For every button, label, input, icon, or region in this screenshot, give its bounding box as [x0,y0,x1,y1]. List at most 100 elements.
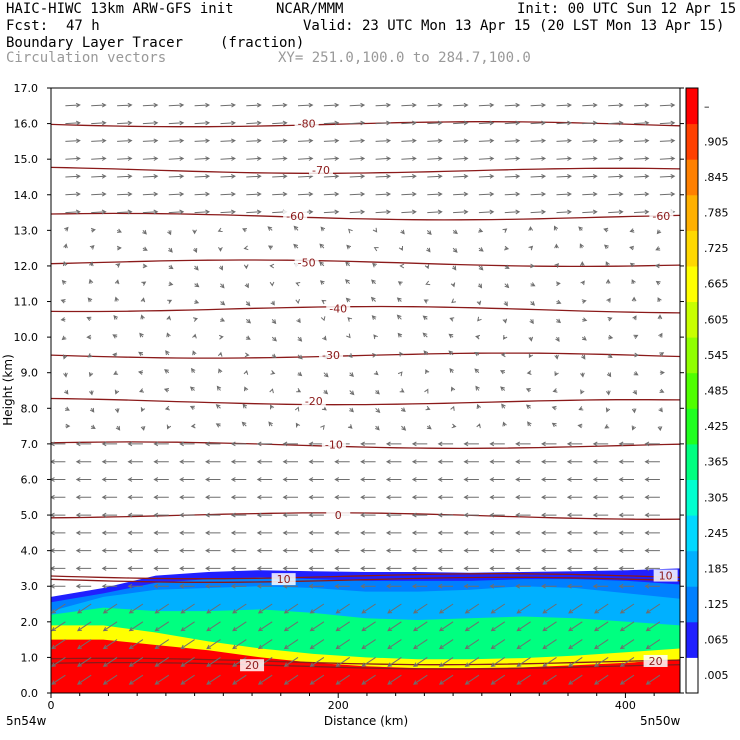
circulation-vector [60,299,66,304]
circulation-vector [91,209,107,215]
circulation-vector [542,621,557,632]
circulation-vector [542,603,557,614]
circulation-vector [453,120,469,126]
circulation-vector [308,548,324,554]
circulation-vector [594,674,609,685]
isotherm-line [51,441,680,450]
circulation-vector [504,209,521,215]
circulation-vector [75,459,92,465]
y-tick-label: 4.0 [21,545,39,558]
circulation-vector [411,441,428,447]
circulation-vector [218,334,224,340]
circulation-vector [86,316,92,321]
circulation-vector [90,227,96,233]
isotherm-label-bg [271,573,296,586]
circulation-vector [606,372,612,378]
y-tick-label: 7.0 [21,438,39,451]
circulation-vector [608,120,624,126]
circulation-vector [75,530,92,536]
circulation-vector [117,102,133,108]
circulation-vector [269,263,275,269]
circulation-vector [205,494,221,500]
circulation-vector [63,389,69,395]
circulation-vector [360,530,376,536]
circulation-vector [490,674,506,685]
circulation-vector [217,351,223,357]
circulation-vector [117,174,133,179]
colorbar-label: .545 [704,349,729,362]
circulation-vector [515,566,531,571]
circulation-vector [142,174,159,179]
circulation-vector [194,282,200,288]
circulation-vector [592,477,609,482]
circulation-vector [385,530,402,536]
circulation-vector [205,530,221,536]
circulation-vector [422,315,428,321]
circulation-vector [77,621,92,632]
circulation-vector [101,512,118,518]
circulation-vector [218,246,223,252]
circulation-vector [530,209,547,215]
circulation-vector [629,245,635,251]
circulation-vector [554,354,559,360]
circulation-vector [504,264,510,269]
circulation-vector [450,386,456,392]
circulation-vector [63,372,68,378]
circulation-vector [297,156,314,161]
isotherm-line [51,573,680,580]
circulation-vector [179,530,195,536]
circulation-vector [206,656,221,667]
circulation-vector [335,674,350,685]
circulation-vector [140,407,146,413]
circulation-vector [566,477,583,482]
circulation-vector [51,656,66,667]
circulation-vector [556,174,572,179]
circulation-vector [180,656,195,667]
circulation-vector [659,102,676,108]
circulation-vector [633,120,650,126]
circulation-vector [256,583,273,589]
circulation-vector [633,352,640,358]
circulation-vector [154,639,170,650]
circulation-vector [308,494,324,500]
circulation-vector [568,603,583,614]
circulation-vector [401,425,407,431]
circulation-vector [437,477,454,482]
circulation-vector [116,245,122,251]
circulation-vector [282,530,298,536]
circulation-vector [87,353,93,358]
circulation-vector [526,370,532,375]
circulation-vector [193,247,198,253]
circulation-vector [91,191,107,197]
colorbar-label: – [704,100,710,113]
circulation-vector [245,301,251,307]
circulation-vector [385,494,402,500]
circulation-vector [296,388,302,393]
colorbar-label: .785 [704,207,729,220]
circulation-vector [115,425,121,431]
circulation-vector [566,583,583,589]
colorbar-swatch [686,621,698,658]
circulation-vector [168,156,185,161]
circulation-vector [556,138,572,144]
circulation-vector [245,318,252,324]
circulation-vector [516,639,531,650]
circulation-vector [401,174,417,179]
circulation-vector [360,566,376,571]
circulation-vector [89,390,94,396]
circulation-vector [242,403,248,409]
circulation-vector [477,316,482,322]
colorbar-label: .725 [704,242,729,255]
circulation-vector [633,138,650,144]
circulation-vector [503,301,508,307]
circulation-vector [530,138,547,144]
circulation-vector [323,156,340,161]
circulation-vector [63,243,68,249]
circulation-vector [504,120,521,126]
circulation-vector [127,494,143,500]
circulation-vector [345,279,351,285]
circulation-vector [283,621,299,632]
circulation-vector [529,319,534,325]
circulation-vector [192,350,197,356]
colorbar-label: .065 [704,634,729,647]
